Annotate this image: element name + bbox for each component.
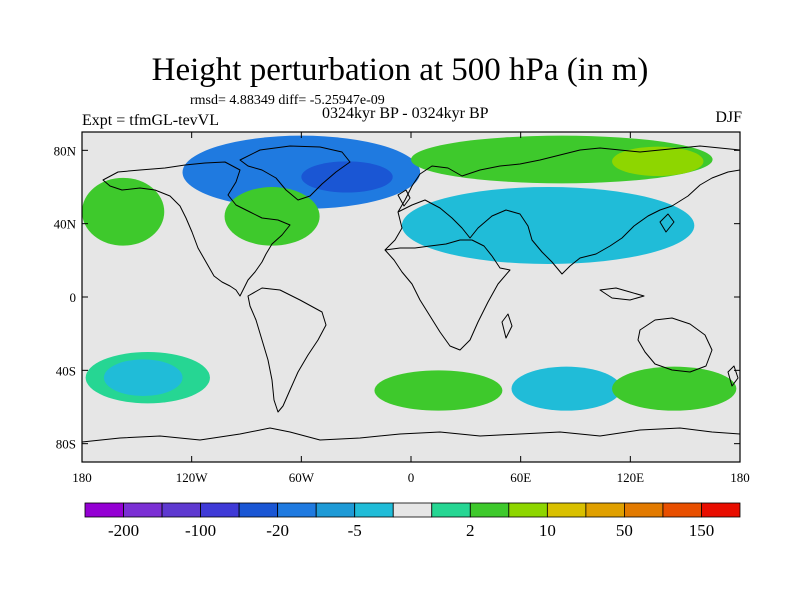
anomaly-fields <box>82 135 737 411</box>
colorbar-swatch <box>123 502 163 518</box>
y-tick-label: 40S <box>56 363 76 378</box>
colorbar-swatch <box>200 502 240 518</box>
coastline-japan <box>659 213 675 233</box>
coastline-madagascar <box>501 313 513 339</box>
colorbar-swatch <box>701 502 741 518</box>
coastline-indonesia <box>599 287 645 301</box>
y-tick-label: 40N <box>54 217 77 232</box>
colorbar-swatch <box>392 502 433 518</box>
colorbar-label: 10 <box>539 521 556 540</box>
colorbar-swatch <box>469 502 510 518</box>
coastline-africa <box>384 239 511 351</box>
anomaly-region-south-atlantic-high <box>374 370 503 411</box>
colorbar-swatch <box>354 502 394 518</box>
x-axis: 180 120W 60W 0 60E 120E 180 <box>72 132 750 485</box>
colorbar-swatch <box>431 502 471 518</box>
colorbar-swatch <box>585 502 625 518</box>
anomaly-region-north-america-high <box>224 187 320 246</box>
x-tick-label: 60W <box>289 470 315 485</box>
colorbar-swatch <box>238 502 279 518</box>
anomaly-region-indian-ocean-low <box>511 366 622 411</box>
coastlines <box>82 145 740 443</box>
colorbar-label: -200 <box>108 521 139 540</box>
coastline-british-isles <box>397 189 411 207</box>
y-tick-label: 80S <box>56 437 76 452</box>
x-tick-label: 180 <box>72 470 92 485</box>
coastline-antarctica <box>82 427 740 443</box>
anomaly-region-central-asia-low <box>401 187 695 264</box>
colorbar-label: -20 <box>266 521 289 540</box>
y-tick-label: 0 <box>70 290 77 305</box>
colorbar-swatch <box>161 502 201 518</box>
colorbar-swatch <box>315 502 356 518</box>
colorbar-swatch <box>624 502 664 518</box>
time-range-label: 0324kyr BP - 0324kyr BP <box>322 105 489 122</box>
coastline-greenland <box>239 145 351 201</box>
coastline-europe-asia <box>384 145 740 275</box>
colorbar-swatch <box>84 502 124 518</box>
colorbar-label: 50 <box>616 521 633 540</box>
x-tick-label: 60E <box>510 470 531 485</box>
colorbar-swatch <box>508 502 548 518</box>
y-tick-label: 80N <box>54 143 77 158</box>
anomaly-region-siberia-high-core <box>612 146 704 176</box>
coastline-australia <box>637 317 713 373</box>
colorbar-label: 2 <box>466 521 475 540</box>
colorbar-swatch <box>546 502 587 518</box>
coastline-north-america <box>102 161 291 297</box>
y-axis: 80N 40N 0 40S 80S <box>54 143 740 452</box>
colorbar-label: -100 <box>185 521 216 540</box>
coastline-new-zealand <box>727 365 739 387</box>
colorbar-label: -5 <box>348 521 362 540</box>
anomaly-region-north-pacific-high <box>82 177 165 246</box>
season-label: DJF <box>715 109 742 126</box>
x-tick-label: 120W <box>176 470 209 485</box>
colorbar: -200 -100 -20 -5 2 10 50 150 <box>84 502 741 540</box>
coastline-south-america <box>247 287 327 413</box>
colorbar-label: 150 <box>689 521 715 540</box>
anomaly-region-greenland-low-core <box>301 161 393 193</box>
colorbar-swatch <box>277 502 317 518</box>
experiment-label: Expt = tfmGL-tevVL <box>82 112 219 129</box>
map-title: Height perturbation at 500 hPa (in m) <box>151 52 649 88</box>
x-tick-label: 0 <box>408 470 415 485</box>
anomaly-region-south-pacific-low <box>103 359 183 396</box>
x-tick-label: 180 <box>730 470 750 485</box>
x-tick-label: 120E <box>617 470 645 485</box>
anomaly-region-southwest-pacific-high <box>612 366 737 411</box>
rmsd-diff-line: rmsd= 4.88349 diff= -5.25947e-09 <box>190 93 385 108</box>
colorbar-swatch <box>662 502 702 518</box>
